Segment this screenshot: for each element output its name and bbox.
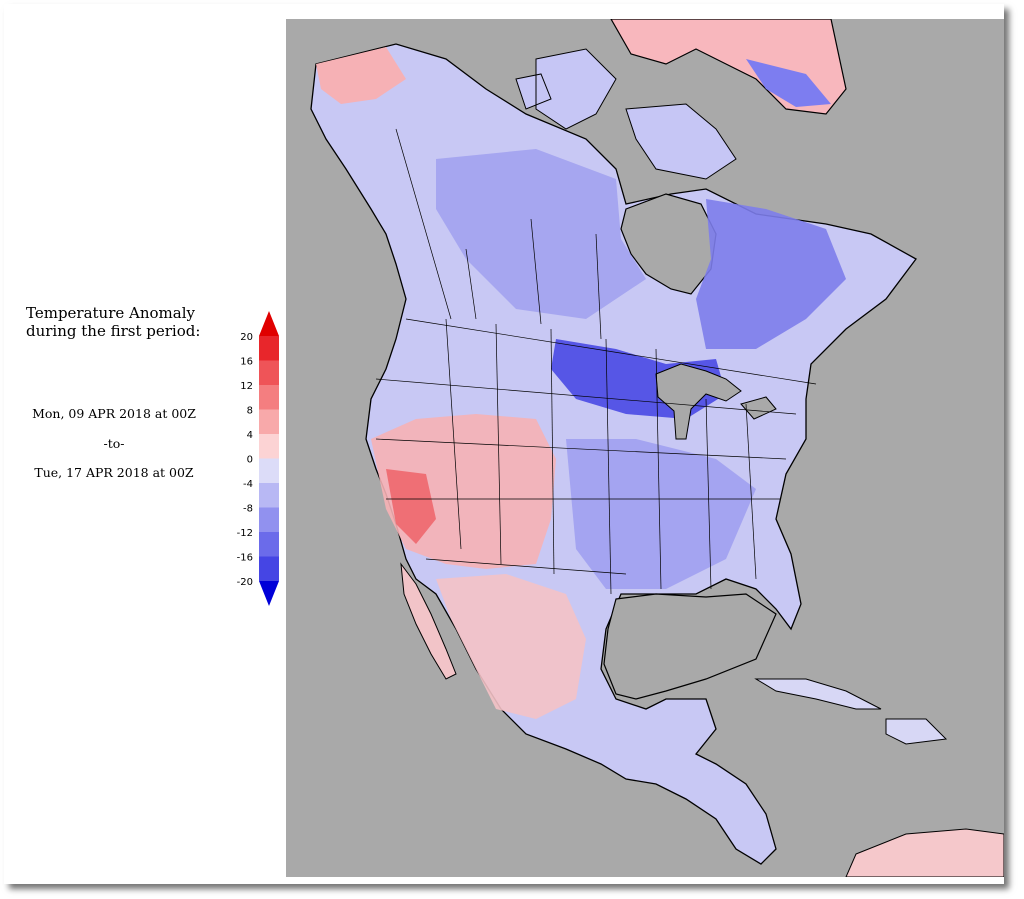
map-canvas: [286, 19, 1004, 877]
legend-tick-label: -8: [243, 504, 253, 515]
legend-bin: [259, 532, 279, 557]
legend-tick-label: 8: [247, 406, 253, 417]
hispaniola: [885, 718, 948, 745]
political-boundaries: [375, 128, 817, 595]
hudson-bay: [620, 193, 717, 295]
legend-tick-label: 20: [240, 332, 253, 343]
arctic-islands: [515, 48, 737, 180]
warm-anomaly-mexico: [436, 574, 586, 719]
legend-bin: [259, 483, 279, 508]
title-line-2: during the first period:: [26, 322, 201, 340]
legend-tick-label: -12: [237, 528, 253, 539]
figure-frame: Temperature Anomaly during the first per…: [4, 4, 1004, 884]
legend-bin: [259, 409, 279, 434]
gulf-of-mexico: [603, 593, 777, 700]
period-separator: -to-: [103, 436, 125, 451]
info-panel: Temperature Anomaly during the first per…: [14, 4, 284, 604]
warm-anomaly-southwest: [386, 469, 436, 544]
legend-bin: [259, 434, 279, 459]
baja-california: [400, 562, 457, 680]
legend-underflow-triangle: [259, 581, 279, 606]
legend-bin: [259, 385, 279, 410]
anomaly-map: [286, 19, 1004, 877]
cold-anomaly-quebec: [696, 199, 846, 349]
great-lakes: [655, 363, 777, 440]
legend-bin: [259, 556, 279, 581]
legend-tick-label: 0: [247, 455, 253, 466]
cold-anomaly-canada: [436, 149, 646, 319]
cold-anomaly-plains: [566, 439, 756, 589]
period-end: Tue, 17 APR 2018 at 00Z: [34, 465, 194, 480]
legend-tick-label: -4: [243, 479, 253, 490]
legend-bin: [259, 458, 279, 483]
cuba: [754, 678, 882, 710]
legend-tick-label: -16: [237, 553, 253, 564]
legend-tick-label: 4: [247, 430, 253, 441]
warm-anomaly-alaska: [316, 47, 406, 104]
title-line-1: Temperature Anomaly: [26, 304, 195, 322]
south-america-edge: [845, 828, 1004, 877]
legend-tick-label: -20: [237, 577, 253, 588]
legend-bin: [259, 360, 279, 385]
legend-bin: [259, 507, 279, 532]
legend-tick-label: 16: [240, 357, 253, 368]
greenland-cold-area: [746, 59, 831, 107]
legend-bin: [259, 336, 279, 361]
map-title: Temperature Anomaly during the first per…: [26, 304, 226, 340]
period-start: Mon, 09 APR 2018 at 00Z: [32, 406, 196, 421]
legend-overflow-triangle: [259, 311, 279, 336]
color-legend: 20 16 12 8 4 0 -4 -8 -12 -16 -20: [224, 311, 284, 606]
legend-tick-label: 12: [240, 381, 253, 392]
